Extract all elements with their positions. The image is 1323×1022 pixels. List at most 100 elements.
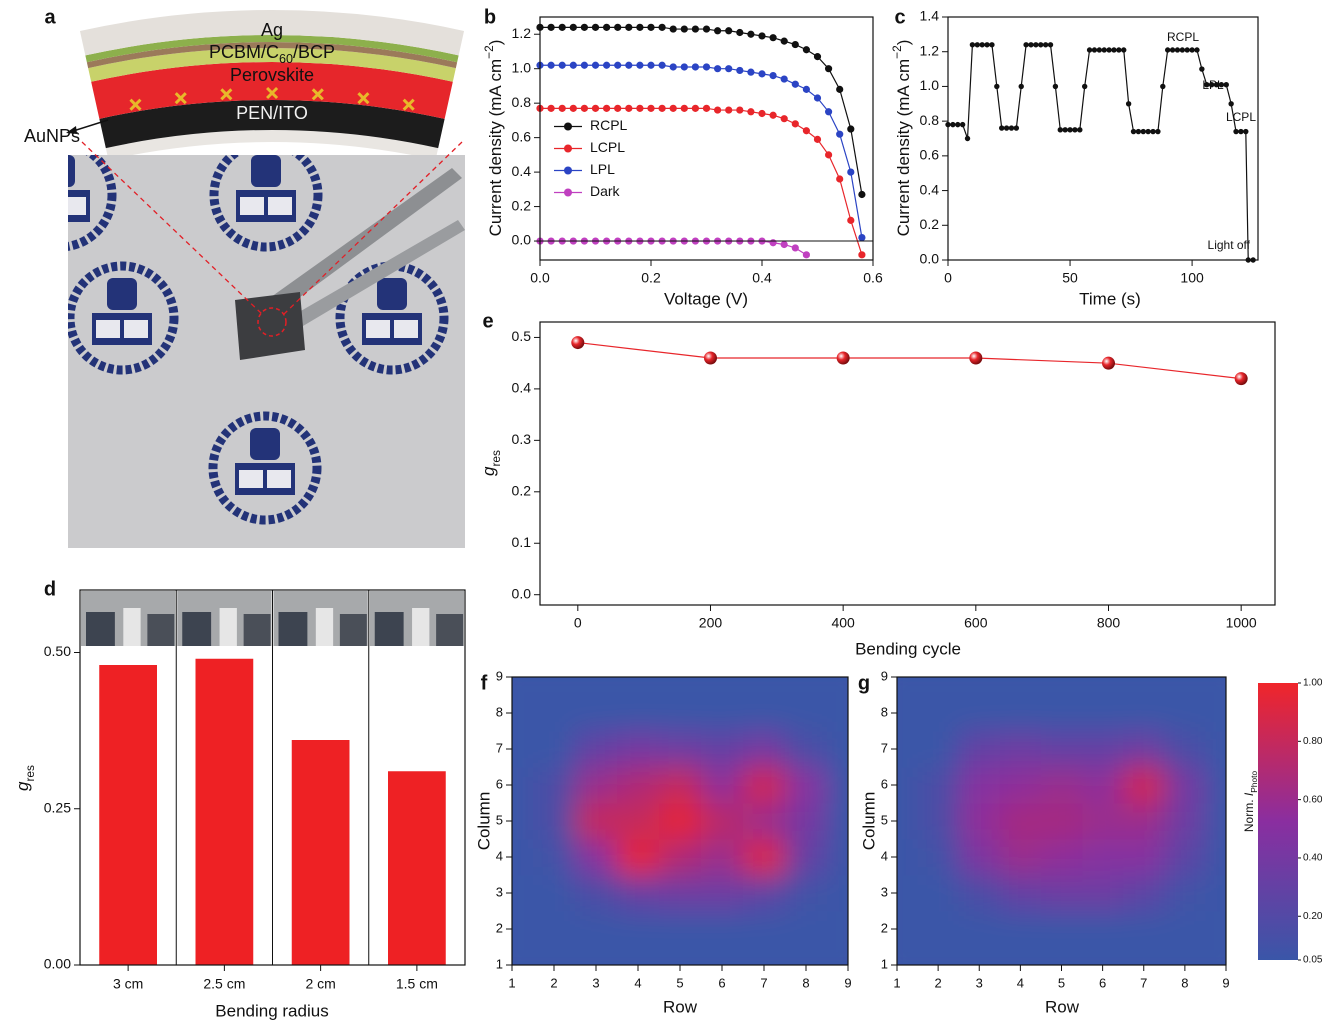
marker <box>791 80 799 88</box>
marker <box>999 125 1005 131</box>
marker <box>758 32 766 40</box>
bar <box>291 740 350 965</box>
heatmap-cell <box>958 947 1001 965</box>
x-tick-label: 5 <box>676 975 683 990</box>
heatmap-cell <box>617 731 660 768</box>
layer-substrate <box>99 100 445 149</box>
layer-perovskite <box>91 62 453 119</box>
y-tick-label: 0.1 <box>512 534 532 550</box>
y-tick-label: 4 <box>881 848 888 863</box>
marker <box>1179 47 1186 53</box>
heatmap-cell <box>1123 947 1165 965</box>
marker <box>813 53 822 61</box>
y-tick-label: 1 <box>496 956 503 971</box>
emblem-page <box>239 470 263 488</box>
emblem-page <box>394 320 418 338</box>
marker <box>1164 47 1171 53</box>
y-tick-label: 0.0 <box>512 232 532 248</box>
marker <box>736 106 744 114</box>
heatmap-cell <box>785 839 828 876</box>
label-part: Current density (mA cm <box>486 59 505 237</box>
marker <box>964 135 971 142</box>
y-axis-label: Column <box>474 792 493 851</box>
legend-marker <box>564 166 572 175</box>
marker <box>1121 47 1127 53</box>
y-tick-label: 4 <box>496 848 503 863</box>
emblem-page <box>267 470 291 488</box>
x-axis-label: Bending cycle <box>855 639 961 658</box>
y-tick-label: 0.4 <box>920 181 940 197</box>
marker <box>736 28 744 37</box>
photo <box>68 155 465 548</box>
marker <box>1155 128 1161 135</box>
bar <box>195 658 254 965</box>
heatmap-cell <box>659 875 702 912</box>
heatmap-cell <box>1040 695 1083 732</box>
y-tick-label: 3 <box>881 884 888 899</box>
heatmap-cell <box>827 731 848 768</box>
marker <box>1174 47 1181 53</box>
heatmap-cell <box>659 731 702 768</box>
tweezer <box>250 168 462 325</box>
emblem-page <box>366 320 390 338</box>
heatmap-cell <box>617 803 660 840</box>
colorbar-tick-label: 1.00 <box>1303 678 1323 689</box>
heatmap-cell <box>512 839 534 876</box>
heatmap-cell <box>512 803 534 840</box>
y-tick-label: 5 <box>881 812 888 827</box>
marker <box>558 61 566 69</box>
y-tick-label: 7 <box>881 740 888 755</box>
marker <box>625 61 633 69</box>
heatmap-cell <box>1164 731 1206 768</box>
marker <box>758 109 766 118</box>
panel-label: a <box>44 6 56 28</box>
heatmap-cell <box>897 839 919 876</box>
annotation: RCPL <box>1167 30 1199 44</box>
heatmap-cell <box>533 677 576 696</box>
y-tick-label: 0.0 <box>512 585 532 601</box>
label-part: g <box>13 781 32 791</box>
heatmap-cells <box>897 677 1226 965</box>
y-tick-label: 0.00 <box>44 956 71 972</box>
heatmap-cell <box>743 839 786 876</box>
marker <box>969 351 983 365</box>
heatmap-cell <box>785 731 828 768</box>
marker <box>713 65 722 73</box>
panel-label: f <box>481 672 488 694</box>
heatmap-cell <box>999 875 1042 912</box>
heatmap-cell <box>958 695 1001 732</box>
heatmap-cell <box>1164 767 1206 804</box>
heatmap-cell <box>701 767 744 804</box>
heatmap-cell <box>575 839 618 876</box>
annotation: Light off <box>1208 238 1251 252</box>
heatmap-cell <box>897 803 919 840</box>
au-nanoparticle <box>357 92 370 105</box>
heatmap-cell <box>1040 731 1083 768</box>
marker <box>1038 42 1044 48</box>
y-tick-label: 0.0 <box>920 251 940 267</box>
marker <box>1047 42 1054 48</box>
marker <box>1101 47 1107 53</box>
marker <box>1086 47 1093 53</box>
marker <box>636 23 644 31</box>
heatmap-cell <box>533 947 576 965</box>
x-axis-label: Row <box>663 997 698 1016</box>
heatmap-cell <box>1040 947 1083 965</box>
heatmap-cell <box>743 767 786 804</box>
marker <box>1189 47 1195 53</box>
y-tick-label: 0.2 <box>920 216 940 232</box>
marker <box>1243 128 1249 135</box>
x-tick-label: 7 <box>1140 975 1147 990</box>
heatmap-cell <box>1123 875 1165 912</box>
marker <box>769 111 777 119</box>
x-tick-label: 400 <box>831 615 855 631</box>
marker <box>1194 47 1200 53</box>
heatmap-cell <box>958 677 1001 696</box>
y-tick-label: 0.2 <box>512 483 532 499</box>
heatmap-cell <box>575 875 618 912</box>
marker <box>680 104 688 112</box>
heatmap-cell <box>512 911 534 948</box>
heatmap-cell <box>512 695 534 732</box>
marker <box>614 104 622 112</box>
heatmap-cell <box>1040 875 1083 912</box>
